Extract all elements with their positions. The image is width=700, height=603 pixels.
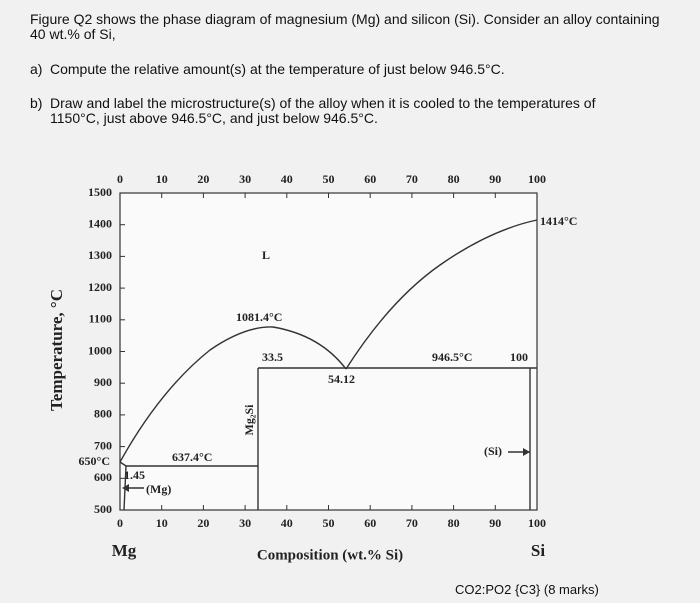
annotation: 100 (510, 350, 528, 364)
y-tick-label: 1100 (89, 312, 112, 326)
y-tick-label: 800 (94, 407, 112, 421)
intro: Figure Q2 shows the phase diagram of mag… (30, 11, 660, 42)
x-tick-label: 40 (281, 172, 293, 186)
part-text: Compute the relative amount(s) at the te… (50, 61, 505, 77)
liquidus (345, 219, 538, 370)
x-tick-label: 0 (117, 516, 123, 530)
y-tick-label: 1400 (88, 216, 112, 230)
part-text: Draw and label the microstructure(s) of … (50, 95, 596, 126)
annotation: 1.45 (124, 468, 145, 482)
x-tick-label: 100 (528, 172, 546, 186)
x-tick-label: 80 (448, 172, 460, 186)
y-tick-label: 700 (94, 438, 112, 452)
annotation: (Mg) (146, 482, 171, 496)
x-tick-label: 50 (323, 516, 335, 530)
part-label: a) (30, 61, 43, 77)
y-tick-label: 1200 (88, 280, 112, 294)
x-tick-label: 10 (156, 516, 168, 530)
annotation: 1081.4°C (236, 310, 282, 324)
y-tick-label: 1300 (88, 248, 112, 262)
annotation: Mg₂Si (242, 404, 256, 436)
x-axis-title: Composition (wt.% Si) (257, 547, 403, 563)
liquidus (119, 461, 127, 467)
x-tick-label: 40 (281, 516, 293, 530)
x-tick-label: 80 (448, 516, 460, 530)
part-label: b) (30, 95, 43, 111)
liquidus (272, 326, 347, 370)
x-tick-label: 90 (489, 516, 501, 530)
annotation: 33.5 (262, 350, 283, 364)
end-label: Si (531, 541, 545, 560)
annotation: 650°C (79, 454, 110, 468)
x-tick-label: 50 (323, 172, 335, 186)
x-tick-label: 70 (406, 172, 418, 186)
annotation: 637.4°C (172, 450, 212, 464)
liquidus (119, 326, 274, 463)
arrow-head (523, 448, 530, 456)
y-tick-label: 1500 (88, 185, 112, 199)
x-tick-label: 20 (197, 516, 209, 530)
x-tick-label: 30 (239, 516, 251, 530)
annotation: 54.12 (328, 372, 355, 386)
x-tick-label: 30 (239, 172, 251, 186)
x-tick-label: 90 (489, 172, 501, 186)
x-tick-label: 100 (528, 516, 546, 530)
y-tick-label: 500 (94, 502, 112, 516)
annotation: (Si) (484, 444, 502, 458)
annotation: 946.5°C (432, 350, 472, 364)
arrow-head (122, 484, 129, 492)
x-tick-label: 60 (364, 172, 376, 186)
y-tick-label: 900 (94, 375, 112, 389)
footer: CO2:PO2 {C3} (8 marks) (455, 582, 599, 597)
x-tick-label: 20 (197, 172, 209, 186)
y-tick-label: 600 (94, 470, 112, 484)
x-tick-label: 0 (117, 172, 123, 186)
annotation: 1414°C (540, 214, 577, 228)
x-tick-label: 10 (156, 172, 168, 186)
end-label: Mg (112, 541, 137, 560)
x-tick-label: 60 (364, 516, 376, 530)
annotation: L (262, 248, 270, 262)
x-tick-label: 70 (406, 516, 418, 530)
y-axis-title: Temperature, °C (47, 289, 66, 411)
y-tick-label: 1000 (88, 343, 112, 357)
